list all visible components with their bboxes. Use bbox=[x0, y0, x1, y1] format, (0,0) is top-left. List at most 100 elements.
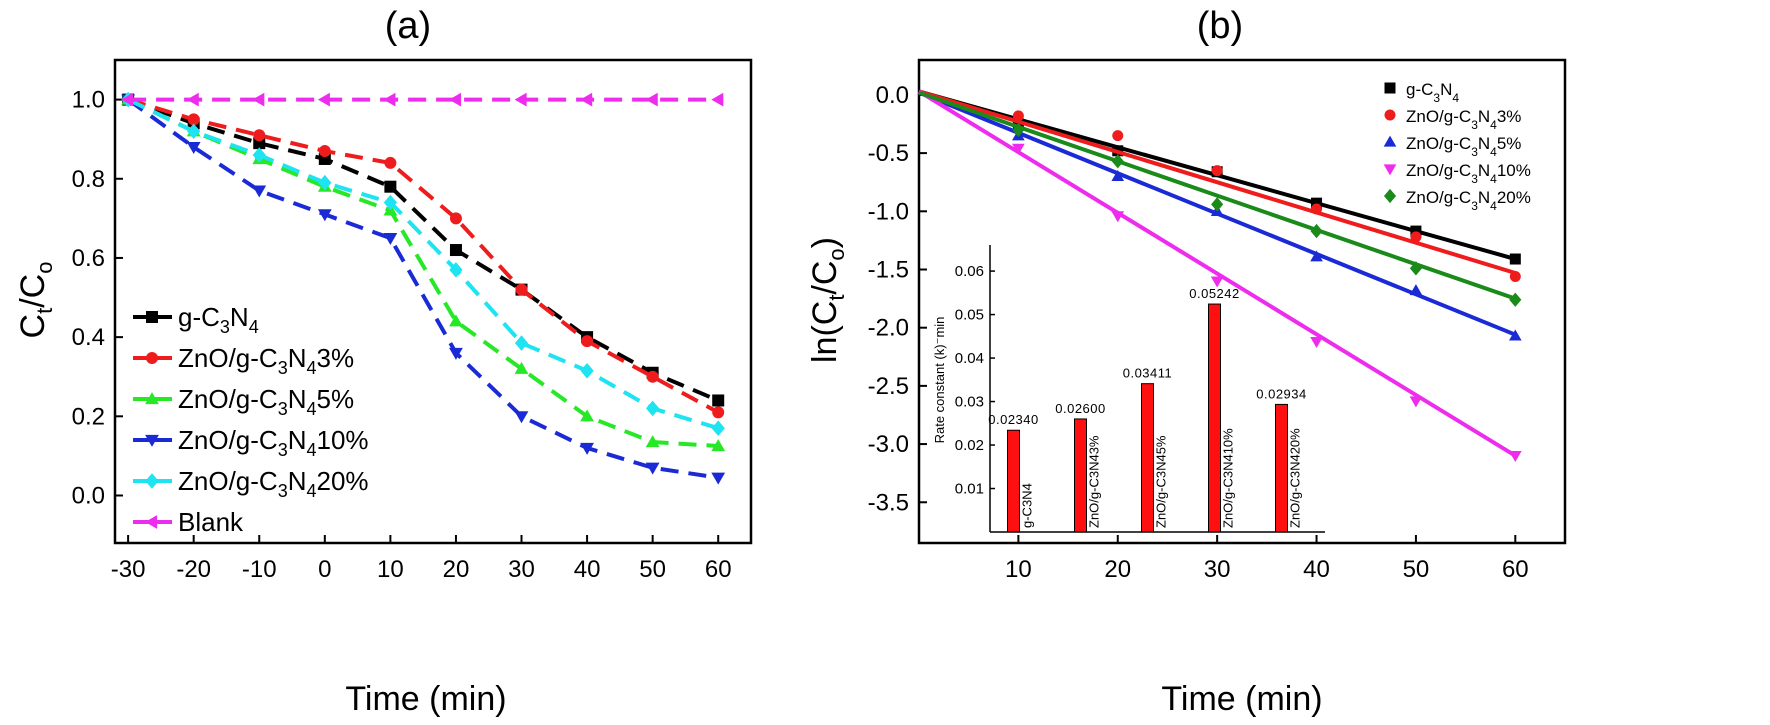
b-data-point bbox=[1410, 231, 1422, 243]
a-data-point bbox=[383, 233, 398, 246]
a-legend-marker bbox=[145, 434, 159, 447]
inset-category-label: ZnO/g-C3N410% bbox=[1221, 428, 1236, 528]
a-data-point bbox=[711, 92, 724, 107]
inset-category-label: ZnO/g-C3N45% bbox=[1154, 435, 1169, 528]
a-data-point bbox=[384, 180, 397, 193]
b-y-tick-label: 0.0 bbox=[876, 82, 909, 109]
a-series-line bbox=[127, 97, 719, 449]
a-legend-label: ZnO/g-C3N420% bbox=[178, 466, 369, 501]
a-data-point bbox=[383, 92, 396, 107]
inset-bar bbox=[1208, 303, 1221, 533]
b-data-point bbox=[1211, 197, 1224, 212]
b-x-tick-label: 20 bbox=[1104, 556, 1131, 583]
b-series-4 bbox=[918, 90, 1522, 307]
a-series-line bbox=[126, 97, 719, 480]
a-data-point bbox=[580, 362, 594, 379]
a-data-point bbox=[449, 262, 463, 278]
panel-b-y-ticks: 0.0 -0.5 -1.0 -1.5 -2.0 -2.5 -3.0 -3.5 bbox=[868, 82, 927, 516]
a-data-point bbox=[121, 92, 134, 107]
b-x-tick-label: 30 bbox=[1204, 556, 1231, 583]
b-data-point bbox=[1310, 336, 1323, 348]
b-data-point bbox=[1310, 250, 1323, 262]
a-y-tick-label: 0.4 bbox=[72, 324, 105, 351]
a-y-tick-label: 0.6 bbox=[72, 245, 105, 272]
b-series-1 bbox=[918, 89, 1521, 282]
a-x-tick-label: 20 bbox=[443, 556, 470, 583]
inset-bar-value-label: 0.02934 bbox=[1256, 386, 1307, 401]
inset-y-tick-label: 0.01 bbox=[955, 481, 984, 498]
a-data-point bbox=[449, 347, 463, 360]
b-data-point bbox=[1311, 203, 1323, 215]
a-data-point bbox=[449, 314, 463, 327]
a-data-point bbox=[187, 113, 200, 126]
b-data-point bbox=[1409, 284, 1423, 296]
b-legend-label: ZnO/g-C3N45% bbox=[1406, 134, 1521, 159]
a-x-tick-label: -30 bbox=[111, 556, 146, 583]
a-x-tick-label: 10 bbox=[377, 556, 404, 583]
a-legend-label: ZnO/g-C3N45% bbox=[178, 384, 354, 419]
a-x-tick-label: 50 bbox=[639, 556, 666, 583]
inset-y-tick-label: 0.05 bbox=[955, 307, 984, 324]
a-series-5 bbox=[121, 92, 724, 107]
panel-a-legend: g-C3N4 ZnO/g-C3N43% ZnO/g-C3N45% ZnO/g-C3N4… bbox=[133, 302, 369, 537]
b-series-2 bbox=[918, 90, 1522, 341]
panel-a-y-ticks: 0.0 0.2 0.4 0.6 0.8 1.0 bbox=[72, 87, 123, 509]
b-data-point bbox=[1508, 329, 1522, 341]
a-data-point bbox=[449, 212, 462, 225]
inset-bars: 0.02340 g-C3N4 0.02600 ZnO/g-C3N43% 0.03411 Z… bbox=[988, 286, 1307, 533]
panel-b-series bbox=[917, 89, 1522, 463]
b-legend-marker bbox=[1383, 135, 1397, 147]
a-x-tick-label: 30 bbox=[508, 556, 535, 583]
b-x-tick-label: 50 bbox=[1403, 556, 1430, 583]
a-data-point bbox=[318, 145, 331, 158]
b-legend-label: ZnO/g-C3N43% bbox=[1406, 107, 1521, 132]
a-y-tick-label: 0.8 bbox=[72, 166, 105, 193]
b-legend-marker bbox=[1383, 164, 1397, 176]
inset-bar-value-label: 0.05242 bbox=[1189, 286, 1240, 301]
inset-y-axis-title: Rate constant (k)⁻min bbox=[932, 317, 947, 444]
panel-b-x-axis-title: Time (min) bbox=[1161, 680, 1322, 718]
b-data-point bbox=[1111, 170, 1125, 182]
a-data-point bbox=[186, 92, 199, 107]
b-x-tick-label: 10 bbox=[1005, 556, 1032, 583]
a-data-point bbox=[645, 92, 658, 107]
a-x-tick-label: -20 bbox=[176, 556, 211, 583]
a-y-tick-label: 1.0 bbox=[72, 87, 105, 114]
a-data-point bbox=[514, 335, 529, 351]
b-data-point bbox=[1211, 165, 1223, 177]
b-data-point bbox=[1509, 253, 1521, 265]
b-data-point bbox=[1112, 130, 1124, 142]
b-y-tick-label: -2.0 bbox=[868, 315, 909, 342]
a-data-point bbox=[317, 209, 332, 222]
a-data-point bbox=[186, 141, 201, 154]
b-data-point bbox=[1310, 223, 1323, 239]
panel-a-x-ticks: -30 -20 -10 0 10 20 30 40 50 60 bbox=[111, 535, 732, 583]
panel-b-title: (b) bbox=[1197, 5, 1243, 47]
a-data-point bbox=[712, 406, 725, 419]
b-legend-label: g-C3N4 bbox=[1406, 80, 1459, 105]
a-data-point bbox=[580, 442, 594, 455]
panel-a-plot-frame bbox=[113, 58, 753, 545]
a-legend-marker bbox=[145, 392, 159, 405]
a-data-point bbox=[646, 400, 660, 417]
b-data-point bbox=[1509, 292, 1522, 307]
a-x-tick-label: 40 bbox=[574, 556, 601, 583]
b-x-tick-label: 60 bbox=[1502, 556, 1529, 583]
a-data-point bbox=[580, 409, 594, 422]
a-data-point bbox=[514, 411, 529, 424]
a-data-point bbox=[646, 370, 659, 383]
b-data-point bbox=[1410, 225, 1422, 237]
a-data-point bbox=[318, 174, 332, 191]
a-data-point bbox=[449, 244, 462, 257]
b-data-point bbox=[1012, 122, 1025, 137]
panel-b-legend: g-C3N4ZnO/g-C3N43%ZnO/g-C3N45%ZnO/g-C3N4… bbox=[1383, 80, 1531, 213]
panel-a-x-axis-title: Time (min) bbox=[345, 680, 506, 718]
b-data-point bbox=[1111, 211, 1125, 223]
b-legend-marker bbox=[1384, 82, 1396, 94]
a-legend-marker bbox=[146, 352, 158, 364]
inset-bar bbox=[1275, 403, 1288, 533]
inset-y-tick-label: 0.06 bbox=[955, 263, 984, 280]
b-data-point bbox=[1509, 270, 1521, 282]
a-data-point bbox=[514, 361, 529, 374]
